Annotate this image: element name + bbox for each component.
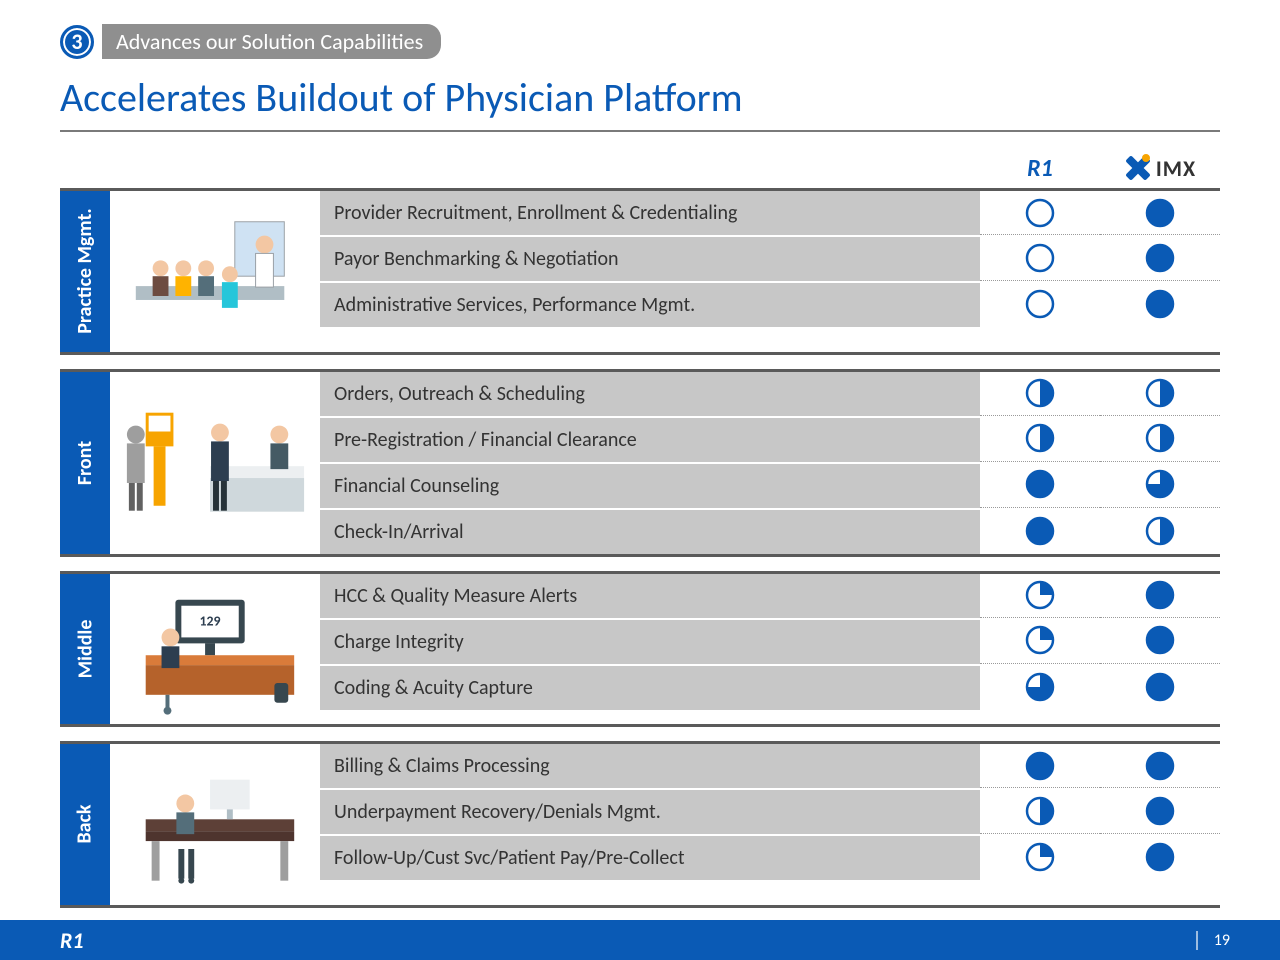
sections-container: Practice Mgmt. Provider Recruitment, Enr… bbox=[60, 188, 1220, 908]
capability-row: Charge Integrity bbox=[320, 618, 1220, 664]
harvey-r1 bbox=[980, 281, 1100, 327]
harvey-r1 bbox=[980, 462, 1100, 508]
capability-row: Billing & Claims Processing bbox=[320, 744, 1220, 788]
section-rows: Provider Recruitment, Enrollment & Crede… bbox=[320, 191, 1220, 352]
section-front: Front Orders, Outreach & Scheduling Pre-… bbox=[60, 369, 1220, 557]
capability-row: Orders, Outreach & Scheduling bbox=[320, 372, 1220, 416]
harvey-r1 bbox=[980, 235, 1100, 281]
section-middle: Middle 129 HCC & Quality Measure Alerts … bbox=[60, 571, 1220, 728]
capability-label: Administrative Services, Performance Mgm… bbox=[320, 281, 980, 327]
page-title: Accelerates Buildout of Physician Platfo… bbox=[60, 73, 1220, 122]
harvey-r1 bbox=[980, 664, 1100, 710]
section-rows: Billing & Claims Processing Underpayment… bbox=[320, 744, 1220, 905]
harvey-imx bbox=[1100, 508, 1220, 554]
capability-label: Payor Benchmarking & Negotiation bbox=[320, 235, 980, 281]
capability-row: Payor Benchmarking & Negotiation bbox=[320, 235, 1220, 281]
capability-row: Pre-Registration / Financial Clearance bbox=[320, 416, 1220, 462]
section-number: 3 bbox=[71, 28, 82, 55]
capability-label: Charge Integrity bbox=[320, 618, 980, 664]
capability-row: Administrative Services, Performance Mgm… bbox=[320, 281, 1220, 327]
section-vertical-label: Front bbox=[60, 372, 110, 554]
harvey-r1 bbox=[980, 372, 1100, 416]
harvey-r1 bbox=[980, 508, 1100, 554]
capability-row: Check-In/Arrival bbox=[320, 508, 1220, 554]
section-rows: Orders, Outreach & Scheduling Pre-Regist… bbox=[320, 372, 1220, 554]
harvey-imx bbox=[1100, 834, 1220, 880]
capability-label: Billing & Claims Processing bbox=[320, 744, 980, 788]
harvey-imx bbox=[1100, 618, 1220, 664]
capability-row: HCC & Quality Measure Alerts bbox=[320, 574, 1220, 618]
harvey-r1 bbox=[980, 191, 1100, 235]
footer-bar: R1 19 bbox=[0, 920, 1280, 960]
svg-text:129: 129 bbox=[200, 612, 221, 629]
capability-label: Check-In/Arrival bbox=[320, 508, 980, 554]
section-illustration: 129 bbox=[110, 574, 320, 725]
capability-row: Coding & Acuity Capture bbox=[320, 664, 1220, 710]
harvey-imx bbox=[1100, 372, 1220, 416]
harvey-imx bbox=[1100, 235, 1220, 281]
capability-label: Provider Recruitment, Enrollment & Crede… bbox=[320, 191, 980, 235]
column-header-row: R1 IMX bbox=[60, 148, 1220, 188]
capability-label: Pre-Registration / Financial Clearance bbox=[320, 416, 980, 462]
tagline-bar: 3 Advances our Solution Capabilities bbox=[60, 24, 1220, 59]
section-illustration bbox=[110, 191, 320, 352]
r1-logo-icon: R1 bbox=[1027, 154, 1053, 183]
capability-label: Coding & Acuity Capture bbox=[320, 664, 980, 710]
page-number: 19 bbox=[1196, 931, 1230, 950]
harvey-imx bbox=[1100, 744, 1220, 788]
harvey-imx bbox=[1100, 281, 1220, 327]
capability-label: Underpayment Recovery/Denials Mgmt. bbox=[320, 788, 980, 834]
capability-row: Provider Recruitment, Enrollment & Crede… bbox=[320, 191, 1220, 235]
section-vertical-label: Back bbox=[60, 744, 110, 905]
capability-label: HCC & Quality Measure Alerts bbox=[320, 574, 980, 618]
title-rule bbox=[60, 130, 1220, 132]
harvey-r1 bbox=[980, 618, 1100, 664]
imx-label: IMX bbox=[1156, 155, 1196, 182]
section-number-badge: 3 bbox=[60, 25, 94, 59]
harvey-imx bbox=[1100, 191, 1220, 235]
column-header-r1: R1 bbox=[980, 154, 1100, 183]
slide: 3 Advances our Solution Capabilities Acc… bbox=[0, 0, 1280, 960]
harvey-r1 bbox=[980, 834, 1100, 880]
harvey-imx bbox=[1100, 788, 1220, 834]
section-illustration bbox=[110, 372, 320, 554]
column-header-imx: IMX bbox=[1100, 154, 1220, 182]
harvey-imx bbox=[1100, 416, 1220, 462]
capability-row: Financial Counseling bbox=[320, 462, 1220, 508]
harvey-imx bbox=[1100, 664, 1220, 710]
harvey-r1 bbox=[980, 574, 1100, 618]
capability-row: Underpayment Recovery/Denials Mgmt. bbox=[320, 788, 1220, 834]
section-vertical-label: Middle bbox=[60, 574, 110, 725]
capability-label: Financial Counseling bbox=[320, 462, 980, 508]
imx-cross-icon bbox=[1124, 154, 1152, 182]
section-vertical-label: Practice Mgmt. bbox=[60, 191, 110, 352]
harvey-r1 bbox=[980, 416, 1100, 462]
tagline-text: Advances our Solution Capabilities bbox=[102, 24, 441, 59]
harvey-imx bbox=[1100, 462, 1220, 508]
harvey-imx bbox=[1100, 574, 1220, 618]
harvey-r1 bbox=[980, 744, 1100, 788]
harvey-r1 bbox=[980, 788, 1100, 834]
section-practice-mgmt: Practice Mgmt. Provider Recruitment, Enr… bbox=[60, 188, 1220, 355]
capability-row: Follow-Up/Cust Svc/Patient Pay/Pre-Colle… bbox=[320, 834, 1220, 880]
capability-label: Orders, Outreach & Scheduling bbox=[320, 372, 980, 416]
footer-r1-logo: R1 bbox=[60, 927, 84, 954]
section-back: Back Billing & Claims Processing Underpa… bbox=[60, 741, 1220, 908]
capability-label: Follow-Up/Cust Svc/Patient Pay/Pre-Colle… bbox=[320, 834, 980, 880]
section-rows: HCC & Quality Measure Alerts Charge Inte… bbox=[320, 574, 1220, 725]
section-illustration bbox=[110, 744, 320, 905]
